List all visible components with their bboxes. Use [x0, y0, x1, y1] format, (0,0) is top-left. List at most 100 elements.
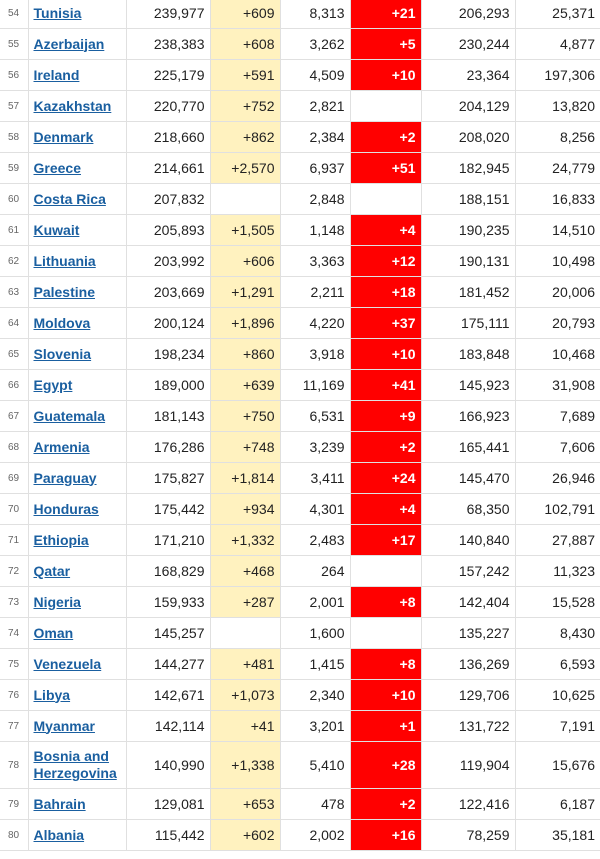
country-link[interactable]: Kuwait: [33, 221, 80, 238]
country-link[interactable]: Lithuania: [33, 252, 96, 269]
country-cell: Ireland: [28, 59, 127, 91]
total-cases-cell: 198,234: [126, 338, 211, 370]
new-deaths-cell: +37: [350, 307, 422, 339]
country-link[interactable]: Slovenia: [33, 345, 92, 362]
country-link[interactable]: Ethiopia: [33, 531, 89, 548]
country-link[interactable]: Tunisia: [33, 4, 82, 21]
total-recovered-cell: 183,848: [421, 338, 516, 370]
country-link[interactable]: Paraguay: [33, 469, 97, 486]
new-cases-cell: +752: [210, 90, 281, 122]
total-cases-cell: 203,992: [126, 245, 211, 277]
new-cases-cell: +1,505: [210, 214, 281, 246]
active-cases-cell: 15,676: [515, 741, 600, 789]
total-recovered-cell: 140,840: [421, 524, 516, 556]
row-number: 59: [0, 152, 29, 184]
country-cell: Ethiopia: [28, 524, 127, 556]
row-number: 79: [0, 788, 29, 820]
country-link[interactable]: Armenia: [33, 438, 90, 455]
new-cases-cell: +1,332: [210, 524, 281, 556]
country-link[interactable]: Azerbaijan: [33, 35, 105, 52]
country-link[interactable]: Albania: [33, 826, 85, 843]
country-link[interactable]: Libya: [33, 686, 71, 703]
table-row: 79 Bahrain 129,081 +653 478 +2 122,416 6,187: [0, 788, 600, 820]
total-deaths-cell: 2,821: [280, 90, 351, 122]
active-cases-cell: 11,323: [515, 555, 600, 587]
total-deaths-cell: 2,001: [280, 586, 351, 618]
total-deaths-cell: 1,600: [280, 617, 351, 649]
total-deaths-cell: 1,148: [280, 214, 351, 246]
total-deaths-cell: 6,937: [280, 152, 351, 184]
country-link[interactable]: Venezuela: [33, 655, 102, 672]
new-deaths-cell: +24: [350, 462, 422, 494]
country-link[interactable]: Bosnia and Herzegovina: [33, 748, 117, 781]
table-row: 73 Nigeria 159,933 +287 2,001 +8 142,404 15,528: [0, 586, 600, 618]
new-deaths-cell: +9: [350, 400, 422, 432]
new-deaths-cell: +4: [350, 493, 422, 525]
new-cases-cell: +748: [210, 431, 281, 463]
country-cell: Denmark: [28, 121, 127, 153]
country-cell: Honduras: [28, 493, 127, 525]
row-number: 74: [0, 617, 29, 649]
total-cases-cell: 168,829: [126, 555, 211, 587]
row-number: 75: [0, 648, 29, 680]
active-cases-cell: 24,779: [515, 152, 600, 184]
total-recovered-cell: 78,259: [421, 819, 516, 851]
country-cell: Kuwait: [28, 214, 127, 246]
country-link[interactable]: Bahrain: [33, 795, 86, 812]
total-cases-cell: 144,277: [126, 648, 211, 680]
total-deaths-cell: 2,483: [280, 524, 351, 556]
country-cell: Egypt: [28, 369, 127, 401]
country-link[interactable]: Egypt: [33, 376, 73, 393]
country-link[interactable]: Qatar: [33, 562, 71, 579]
country-cell: Slovenia: [28, 338, 127, 370]
country-cell: Azerbaijan: [28, 28, 127, 60]
table-row: 68 Armenia 176,286 +748 3,239 +2 165,441 7,606: [0, 431, 600, 463]
new-cases-cell: +639: [210, 369, 281, 401]
new-deaths-cell: +1: [350, 710, 422, 742]
active-cases-cell: 102,791: [515, 493, 600, 525]
country-link[interactable]: Palestine: [33, 283, 95, 300]
country-link[interactable]: Honduras: [33, 500, 99, 517]
total-recovered-cell: 122,416: [421, 788, 516, 820]
new-deaths-cell: +2: [350, 431, 422, 463]
new-cases-cell: +860: [210, 338, 281, 370]
total-recovered-cell: 190,235: [421, 214, 516, 246]
row-number: 77: [0, 710, 29, 742]
country-cell: Greece: [28, 152, 127, 184]
total-cases-cell: 176,286: [126, 431, 211, 463]
active-cases-cell: 4,877: [515, 28, 600, 60]
country-link[interactable]: Greece: [33, 159, 81, 176]
country-cell: Qatar: [28, 555, 127, 587]
country-link[interactable]: Myanmar: [33, 717, 95, 734]
row-number: 68: [0, 431, 29, 463]
new-deaths-cell: +2: [350, 788, 422, 820]
country-link[interactable]: Moldova: [33, 314, 91, 331]
active-cases-cell: 14,510: [515, 214, 600, 246]
country-link[interactable]: Oman: [33, 624, 74, 641]
active-cases-cell: 10,625: [515, 679, 600, 711]
total-cases-cell: 129,081: [126, 788, 211, 820]
row-number: 55: [0, 28, 29, 60]
active-cases-cell: 10,498: [515, 245, 600, 277]
country-link[interactable]: Kazakhstan: [33, 97, 112, 114]
total-deaths-cell: 3,201: [280, 710, 351, 742]
total-deaths-cell: 264: [280, 555, 351, 587]
country-link[interactable]: Ireland: [33, 66, 80, 83]
country-link[interactable]: Guatemala: [33, 407, 106, 424]
total-deaths-cell: 8,313: [280, 0, 351, 29]
new-cases-cell: +609: [210, 0, 281, 29]
table-row: 65 Slovenia 198,234 +860 3,918 +10 183,848 10,4…: [0, 338, 600, 370]
total-deaths-cell: 2,002: [280, 819, 351, 851]
table-row: 66 Egypt 189,000 +639 11,169 +41 145,923 31,908: [0, 369, 600, 401]
active-cases-cell: 197,306: [515, 59, 600, 91]
active-cases-cell: 6,593: [515, 648, 600, 680]
total-cases-cell: 189,000: [126, 369, 211, 401]
country-link[interactable]: Nigeria: [33, 593, 81, 610]
total-deaths-cell: 4,220: [280, 307, 351, 339]
country-link[interactable]: Denmark: [33, 128, 94, 145]
country-link[interactable]: Costa Rica: [33, 190, 106, 207]
row-number: 62: [0, 245, 29, 277]
table-row: 56 Ireland 225,179 +591 4,509 +10 23,364 197,30…: [0, 59, 600, 91]
row-number: 69: [0, 462, 29, 494]
new-deaths-cell: [350, 90, 422, 122]
